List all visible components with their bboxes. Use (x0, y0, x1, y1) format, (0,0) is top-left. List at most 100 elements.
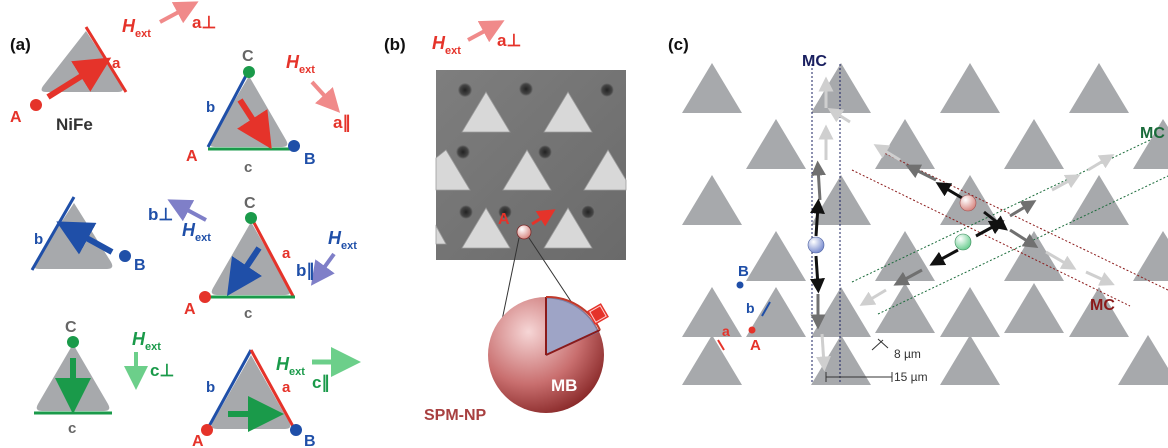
channel-label-vertical: MC (802, 53, 827, 70)
vertex-dot-B (290, 424, 302, 436)
svg-text:15 µm: 15 µm (894, 370, 928, 384)
svg-text:Hext: Hext (182, 220, 211, 244)
magnetic-bead-pink (959, 194, 977, 212)
vertex-label-A: A (750, 337, 761, 354)
vertex-dot-A (748, 326, 756, 334)
magnetization-arrow (227, 246, 262, 296)
magnetization-arrow (237, 98, 272, 150)
channel-label-red: MC (1090, 297, 1115, 314)
edge-a-highlight (249, 216, 295, 297)
field-direction-arrow (159, 1, 199, 24)
vertex-label-B: B (304, 151, 316, 168)
sem-micrograph (435, 70, 627, 260)
vertex-dot-B (119, 250, 131, 262)
vertex-dot-A (30, 99, 42, 111)
dimension-period: 15 µm (825, 370, 928, 384)
field-label-b-panel: Hext a⊥ (432, 20, 521, 57)
vertex-label-A: A (10, 109, 22, 126)
field-label-b-par: Hext b∥ (296, 228, 357, 286)
edge-a-marker (717, 339, 725, 351)
field-direction-arrow (467, 20, 505, 43)
panel-c: (c) (668, 35, 1168, 385)
trajectory-vertical (810, 76, 834, 372)
vertex-dot-A (199, 291, 211, 303)
edge-label-b: b (206, 379, 215, 396)
field-label-b-perp: b⊥ Hext (148, 199, 211, 244)
panel-a: (a) A a NiFe Hext a⊥ C b A B (10, 1, 361, 448)
triangle-unit-c-perp: C c (34, 319, 112, 437)
edge-b-highlight (30, 196, 76, 271)
vector-b-par: b∥ (296, 261, 315, 280)
field-label-a-par: Hext a∥ (286, 52, 351, 132)
vertex-dot-A (201, 424, 213, 436)
triangle-unit-a-perp: A a NiFe (10, 26, 128, 134)
magnetization-arrow (531, 209, 556, 227)
field-direction-arrow (167, 199, 207, 222)
vertex-label-B: B (738, 263, 749, 280)
vertex-label-A: A (498, 211, 510, 228)
edge-b-marker (761, 301, 771, 317)
vertex-label-C: C (242, 48, 254, 65)
zoom-line (499, 237, 520, 331)
svg-text:Hext: Hext (328, 228, 357, 252)
vertex-label-A: A (184, 301, 196, 318)
magnetic-bead (516, 224, 532, 240)
edge-label-a: a (282, 245, 291, 262)
svg-text:Hext: Hext (276, 354, 305, 378)
vector-a-par: a∥ (333, 113, 351, 132)
edge-label-c: c (244, 305, 252, 322)
svg-text:8 µm: 8 µm (894, 347, 921, 361)
panel-c-label: (c) (668, 35, 689, 54)
magnetic-bead-blue (807, 236, 825, 254)
edge-b-highlight (206, 69, 251, 148)
dimension-gap: 8 µm (871, 338, 921, 361)
edge-label-b: b (746, 300, 755, 316)
vertex-dot-B (288, 140, 300, 152)
vertex-dot-C (243, 66, 255, 78)
vertex-dot-B (736, 281, 744, 289)
edge-label-a: a (722, 323, 730, 339)
panel-b: (b) Hext a⊥ (384, 20, 627, 424)
vector-c-perp: c⊥ (150, 361, 174, 380)
permalloy-triangle (41, 31, 123, 92)
vertex-dot-C (245, 212, 257, 224)
panel-a-label: (a) (10, 35, 31, 54)
vector-b-perp: b⊥ (148, 205, 173, 224)
channel-label-green: MC (1140, 125, 1165, 142)
vector-c-par: c∥ (312, 373, 330, 392)
vertex-label-B: B (134, 257, 146, 274)
magnetization-arrow (56, 221, 114, 255)
vertex-dot-C (67, 336, 79, 348)
triangle-unit-b-par: C a A c (184, 195, 295, 322)
permalloy-triangle (33, 203, 113, 269)
edge-label-b: b (34, 231, 43, 248)
field-direction-arrow (310, 80, 341, 113)
vector-a-perp: a⊥ (192, 13, 216, 32)
magnetic-bead-cross-section (488, 295, 609, 413)
vertex-label-C: C (244, 195, 256, 212)
bead-label: MB (551, 376, 577, 395)
vertex-label-C: C (65, 319, 77, 336)
trajectory-diagonal (827, 108, 1115, 306)
vector-a-perp: a⊥ (497, 31, 521, 50)
magnetization-arrow (46, 57, 112, 100)
panel-b-label: (b) (384, 35, 406, 54)
svg-text:Hext: Hext (122, 16, 151, 40)
edge-a-highlight (249, 349, 297, 431)
nanoparticle-label: SPM-NP (424, 407, 487, 424)
vertex-label-A: A (192, 433, 204, 448)
field-label-c-perp: Hext c⊥ (124, 329, 174, 390)
diagonal-channel-red (851, 149, 1168, 307)
triangle-unit-c-par: b a A B (192, 349, 316, 448)
vertex-label-B: B (304, 433, 316, 448)
edge-label-c: c (68, 420, 76, 437)
field-label-c-par: Hext c∥ (276, 347, 361, 392)
edge-label-a: a (282, 379, 291, 396)
triangle-unit-a-par: C b A B c (186, 48, 316, 176)
triangle-lattice (682, 63, 1168, 385)
svg-text:Hext: Hext (432, 33, 461, 57)
edge-label-b: b (206, 99, 215, 116)
material-label: NiFe (56, 115, 93, 134)
field-label-a-perp: Hext a⊥ (122, 1, 216, 40)
